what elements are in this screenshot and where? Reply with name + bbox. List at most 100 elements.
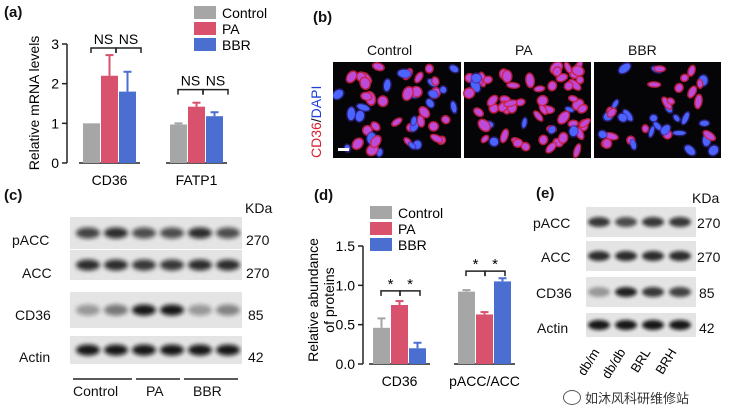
x-category-label: CD36 <box>92 172 128 188</box>
cell-nucleus <box>553 67 561 76</box>
cell-nucleus <box>608 108 616 117</box>
blot-e-row-label-actin: Actin <box>537 320 569 336</box>
panel-c-label: (c) <box>4 187 23 204</box>
cell-nucleus <box>373 63 384 70</box>
blot-e-band <box>669 217 691 227</box>
blot-e-band <box>642 320 664 330</box>
cell-nucleus <box>598 130 607 138</box>
y-axis-label: Relative abundance <box>305 238 321 362</box>
cell-nucleus <box>619 63 631 74</box>
panel-d-label: (d) <box>314 187 334 204</box>
significance-label: NS <box>94 31 113 47</box>
blot-e <box>586 207 696 337</box>
cell-nucleus <box>684 145 696 155</box>
cell-nucleus <box>347 71 357 82</box>
blot-c-band <box>76 227 100 239</box>
cell-nucleus <box>392 118 402 126</box>
legend-swatch-bbr <box>370 238 392 251</box>
blot-c-band <box>216 344 240 356</box>
blot-c-row-label-acc: ACC <box>22 265 52 281</box>
y-tick-label: 0 <box>51 155 59 171</box>
blot-e-row-label-acc: ACC <box>541 249 571 265</box>
significance-label: NS <box>181 73 200 89</box>
cell-nucleus <box>559 133 568 143</box>
cell-nucleus <box>526 73 534 87</box>
blot-e-band <box>669 287 691 297</box>
cell-nucleus <box>426 65 433 73</box>
significance-label: * <box>492 256 498 273</box>
cell-nucleus <box>623 109 633 121</box>
legend-label-bbr: BBR <box>398 237 427 253</box>
blot-e-row-label-cd36: CD36 <box>536 285 572 301</box>
cell-nucleus <box>516 99 525 106</box>
cell-nucleus <box>548 126 556 134</box>
cell-nucleus <box>432 77 439 85</box>
blot-c-band <box>188 227 212 239</box>
cell-nucleus <box>484 76 492 83</box>
blot-e-row-label-pacc: pACC <box>533 215 571 231</box>
bar-bbr <box>206 116 223 163</box>
y-tick-label: 1 <box>51 115 59 131</box>
significance-bracket <box>399 290 421 296</box>
cell-nucleus <box>534 86 544 91</box>
blot-e-kda-acc: 270 <box>697 249 721 265</box>
y-tick-label: 1.5 <box>336 238 356 254</box>
bar-bbr <box>119 91 136 163</box>
blot-c-row-label-cd36: CD36 <box>15 307 51 323</box>
blot-c-band <box>132 344 156 356</box>
blot-c-row-label-pacc: pACC <box>12 232 50 248</box>
lane-label-brl: BRL <box>627 346 653 375</box>
cell-nucleus <box>695 95 702 108</box>
cell-nucleus <box>482 136 488 142</box>
cell-nucleus <box>667 98 674 104</box>
cell-nucleus <box>442 116 450 123</box>
blot-c-row-label-actin: Actin <box>19 349 51 365</box>
cell-nucleus <box>565 62 571 73</box>
cell-nucleus <box>612 100 619 109</box>
panel-e-label: (e) <box>536 185 555 202</box>
blot-c <box>70 217 242 380</box>
legend-label-control: Control <box>222 5 267 21</box>
bar-control <box>458 291 475 364</box>
significance-label: * <box>388 276 394 293</box>
wechat-icon <box>563 390 581 405</box>
cell-nucleus <box>415 73 423 82</box>
micro-col-control: Control <box>367 42 413 58</box>
blot-c-band <box>188 304 212 316</box>
blot-c-band <box>104 259 128 271</box>
cell-nucleus <box>489 137 499 146</box>
y-tick-label: 1.0 <box>336 277 356 293</box>
bar-bbr <box>494 281 511 364</box>
cell-nucleus <box>383 79 391 91</box>
blot-c-band <box>76 344 100 356</box>
cell-nucleus <box>565 107 574 112</box>
lane-label-dbdb: db/db <box>599 346 629 382</box>
cell-nucleus <box>660 124 671 135</box>
blot-c-kda-actin: 42 <box>248 349 264 365</box>
cell-nucleus <box>569 126 578 137</box>
cell-nucleus <box>642 125 648 132</box>
cell-nucleus <box>347 107 356 121</box>
blot-e-band <box>588 217 610 227</box>
blot-e-band <box>615 320 637 330</box>
cell-nucleus <box>539 105 547 114</box>
micro-col-pa: PA <box>515 42 533 58</box>
cell-nucleus <box>357 104 370 111</box>
significance-bracket <box>115 47 142 53</box>
cell-nucleus <box>576 76 583 83</box>
blot-e-band <box>669 320 691 330</box>
cell-nucleus <box>409 142 415 149</box>
blot-c-band <box>160 304 184 316</box>
y-axis-label: of proteins <box>321 267 337 332</box>
cell-nucleus <box>682 112 690 125</box>
cell-nucleus <box>412 87 422 97</box>
cell-nucleus <box>630 140 637 150</box>
blot-e-band <box>588 287 610 297</box>
x-category-label: pACC/ACC <box>449 373 520 389</box>
bar-control <box>170 124 187 163</box>
cell-nucleus <box>565 82 573 90</box>
blot-c-band <box>188 344 212 356</box>
blot-e-band <box>588 320 610 330</box>
micrographs <box>333 62 721 159</box>
cell-nucleus <box>580 119 590 127</box>
